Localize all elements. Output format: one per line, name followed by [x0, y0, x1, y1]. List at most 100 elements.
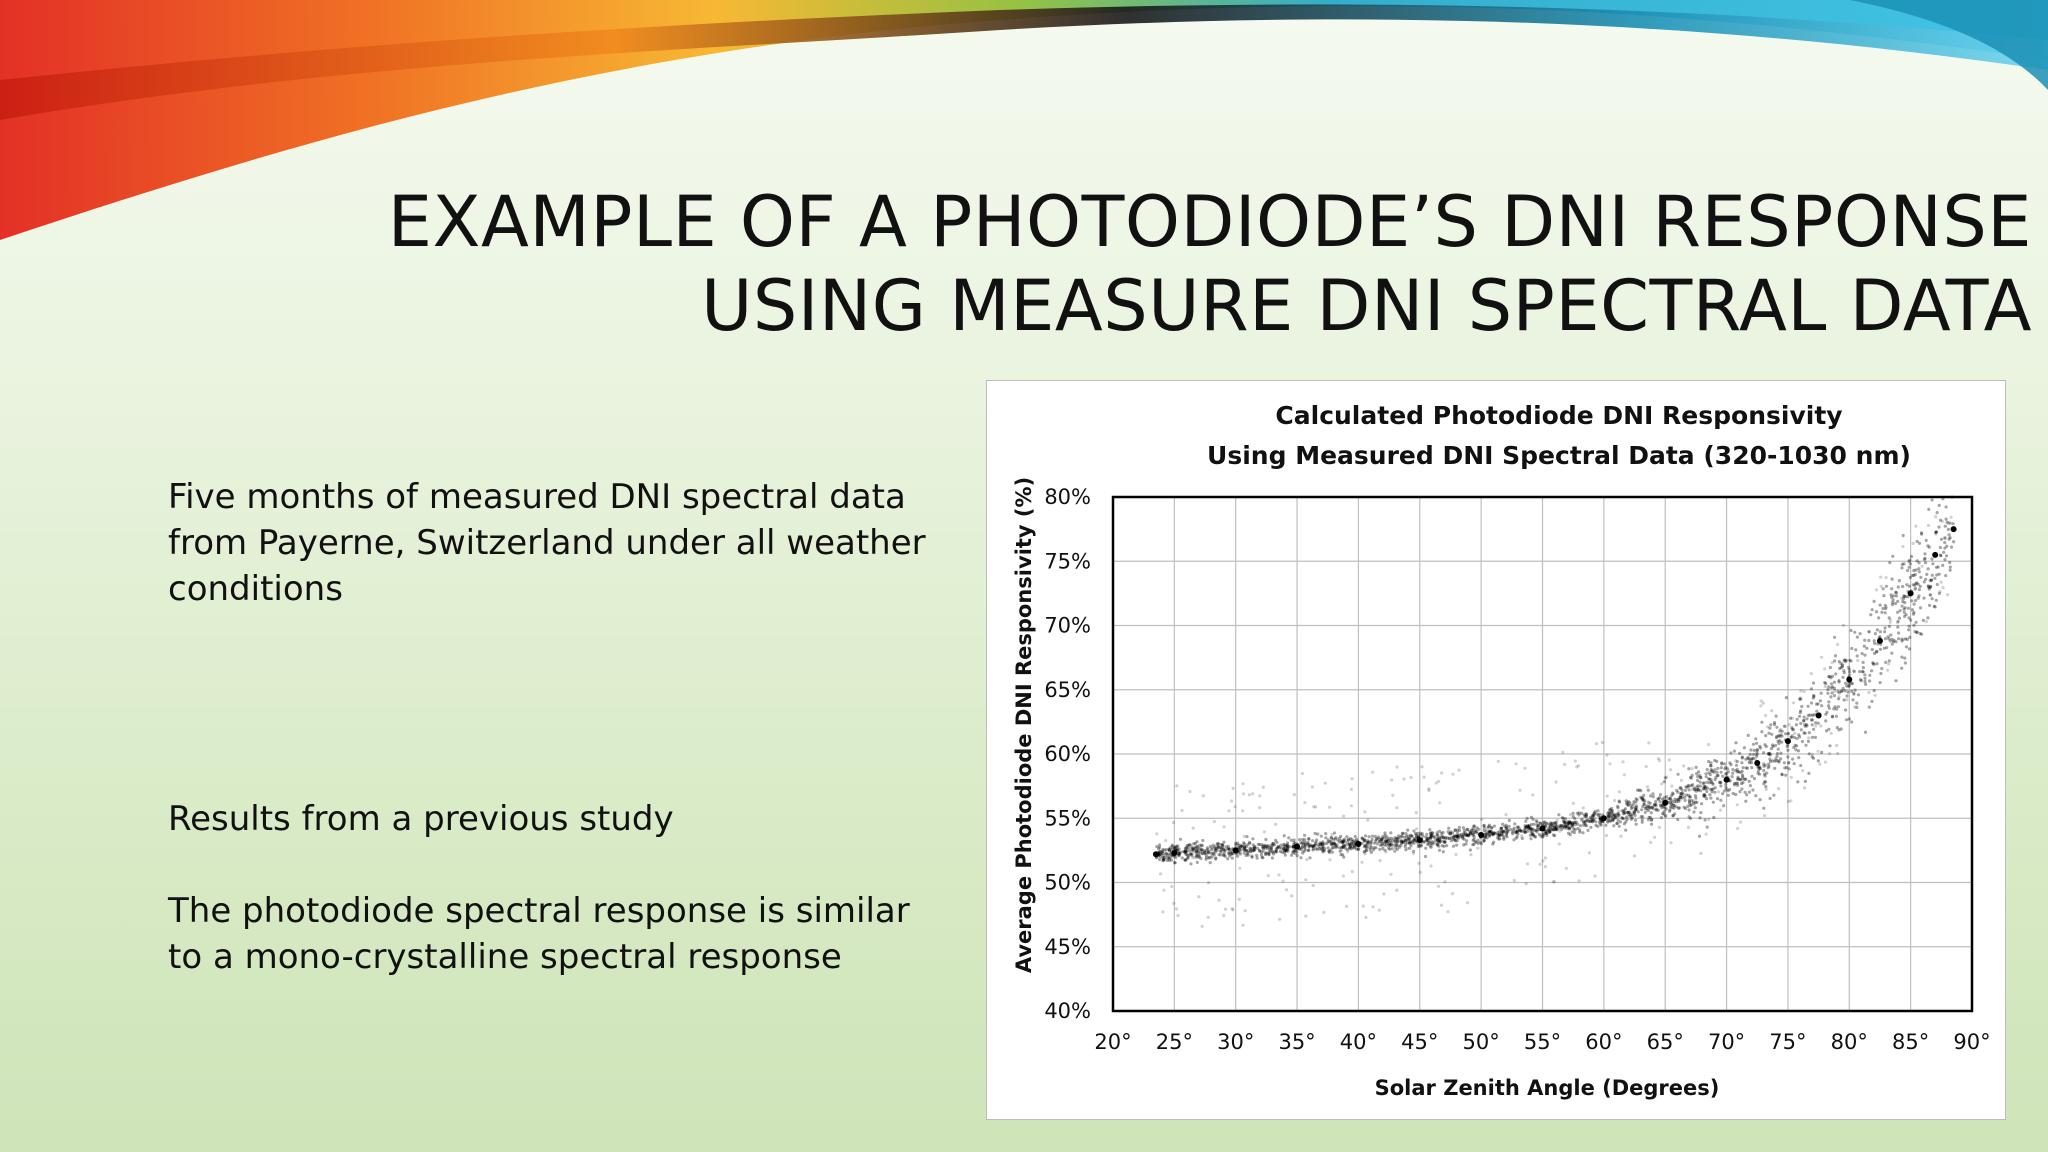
scatter-point [1677, 797, 1681, 801]
scatter-point [1790, 735, 1794, 739]
scatter-point [1428, 835, 1432, 839]
scatter-point [1394, 837, 1398, 842]
scatter-point [1799, 689, 1803, 693]
scatter-point [1437, 840, 1441, 844]
scatter-point [1322, 842, 1327, 846]
scatter-point [1891, 598, 1895, 602]
scatter-point [1903, 606, 1907, 610]
scatter-point [1787, 761, 1791, 765]
scatter-point [1335, 843, 1339, 847]
scatter-point [1571, 823, 1575, 827]
scatter-point [1377, 837, 1381, 841]
scatter-point [1668, 808, 1672, 812]
y-axis-title: Average Photodiode DNI Responsivity (%) [1012, 477, 1036, 973]
scatter-point [1711, 769, 1715, 774]
scatter-point [1230, 856, 1234, 860]
scatter-point [1705, 825, 1709, 829]
scatter-point [1275, 840, 1279, 844]
scatter-point [1488, 834, 1492, 838]
scatter-point [1662, 812, 1666, 816]
scatter-point [1479, 817, 1484, 821]
scatter-point [1513, 822, 1517, 826]
scatter-point [1482, 838, 1486, 842]
scatter-point [1326, 838, 1330, 842]
scatter-point [1907, 647, 1912, 651]
scatter-point [1528, 833, 1532, 837]
scatter-point [1890, 637, 1894, 641]
scatter-point [1249, 850, 1253, 854]
scatter-point [1264, 852, 1268, 856]
scatter-point [1275, 846, 1279, 850]
scatter-point [1360, 836, 1364, 840]
scatter-point [1302, 842, 1306, 846]
scatter-point [1196, 847, 1200, 851]
scatter-point [1578, 830, 1582, 834]
scatter-point [1429, 845, 1433, 849]
scatter-point [1572, 830, 1576, 835]
scatter-point [1836, 689, 1840, 693]
scatter-point [1768, 751, 1772, 755]
scatter-point [1422, 775, 1426, 779]
scatter-point [1812, 727, 1816, 731]
scatter-point [1855, 701, 1859, 705]
x-tick-label: 80° [1831, 1030, 1868, 1054]
scatter-point [1261, 849, 1265, 853]
scatter-point [1238, 843, 1242, 847]
scatter-point [1833, 635, 1837, 639]
scatter-point [1607, 810, 1611, 814]
scatter-point [1537, 832, 1541, 837]
scatter-point [1772, 722, 1777, 727]
trend-point [1950, 526, 1957, 533]
scatter-point [1534, 829, 1538, 833]
scatter-point [1548, 825, 1553, 829]
scatter-point [1653, 803, 1657, 807]
scatter-point [1161, 851, 1165, 855]
scatter-point [1801, 719, 1806, 723]
scatter-point [1837, 695, 1841, 699]
scatter-point [1564, 827, 1568, 831]
bullet-text-3: The photodiode spectral response is simi… [168, 891, 910, 977]
x-tick-label: 20° [1094, 1030, 1131, 1054]
scatter-point [1414, 833, 1418, 838]
scatter-point [1767, 762, 1771, 766]
scatter-point [1445, 844, 1449, 848]
scatter-point [1268, 850, 1272, 854]
scatter-point [1674, 800, 1678, 804]
scatter-point [1671, 814, 1675, 818]
scatter-point [1870, 669, 1874, 673]
scatter-point [1611, 818, 1615, 822]
scatter-point [1429, 836, 1433, 840]
scatter-point [1267, 845, 1271, 850]
scatter-point [1319, 834, 1323, 838]
scatter-point [1758, 767, 1762, 771]
scatter-point [1690, 798, 1694, 802]
scatter-point [1773, 766, 1777, 770]
scatter-point [1767, 764, 1771, 768]
scatter-point [1329, 848, 1333, 852]
scatter-point [1608, 812, 1612, 816]
scatter-point [1431, 842, 1435, 846]
scatter-point [1186, 856, 1190, 860]
scatter-point [1248, 849, 1253, 853]
scatter-point [1519, 829, 1523, 833]
scatter-point [1750, 756, 1754, 761]
scatter-point [1740, 761, 1744, 765]
scatter-point [1457, 825, 1461, 829]
scatter-point [1449, 839, 1453, 843]
scatter-point [1303, 801, 1307, 805]
scatter-point [1395, 841, 1399, 845]
scatter-point [1346, 838, 1350, 842]
scatter-point [1405, 846, 1410, 851]
scatter-point [1389, 872, 1393, 876]
scatter-point [1919, 575, 1923, 579]
scatter-point [1184, 858, 1188, 862]
scatter-point [1839, 666, 1843, 670]
scatter-point [1746, 757, 1750, 761]
scatter-point [1414, 832, 1418, 836]
scatter-point [1213, 849, 1217, 853]
scatter-point [1561, 816, 1565, 820]
scatter-point [1873, 693, 1877, 697]
scatter-point [1476, 838, 1480, 842]
x-tick-label: 90° [1953, 1030, 1990, 1054]
scatter-point [1915, 539, 1919, 543]
